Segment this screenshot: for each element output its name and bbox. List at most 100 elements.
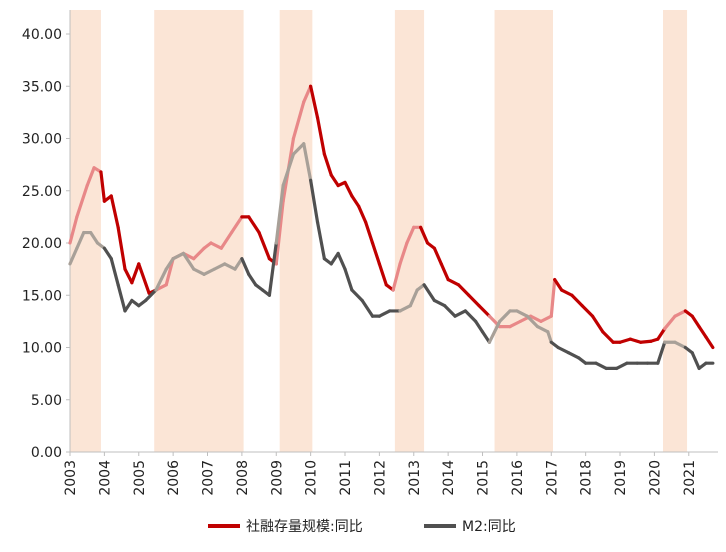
x-tick-label: 2017 [544, 460, 560, 496]
series-segment [456, 283, 471, 297]
series-segment [697, 325, 708, 339]
series-segment [309, 178, 320, 224]
series-segment [690, 314, 701, 329]
series-segment [391, 262, 402, 292]
x-tick-label: 2007 [201, 460, 217, 496]
x-tick-label: 2012 [372, 460, 388, 496]
y-tick-label: 15.00 [22, 288, 62, 304]
series-segment [570, 293, 584, 308]
series-segment [68, 215, 79, 245]
series-segment [453, 309, 467, 318]
series-segment [229, 215, 244, 235]
x-tick-label: 2009 [269, 460, 285, 496]
series-segment [233, 257, 244, 271]
y-tick-label: 0.00 [31, 445, 62, 461]
shaded-period-2 [279, 10, 313, 452]
series-segment [109, 194, 120, 229]
series-segment [116, 283, 127, 313]
series-segment [130, 262, 141, 285]
x-tick-label: 2010 [304, 460, 320, 496]
series-segment [474, 319, 485, 334]
series-segment [123, 267, 134, 285]
series-segment [302, 84, 313, 104]
series-segment [594, 361, 608, 370]
series-segment [590, 314, 605, 334]
y-tick-label: 10.00 [22, 341, 62, 357]
series-segment [439, 262, 450, 282]
series-segment [398, 241, 409, 266]
series-segment [559, 288, 574, 297]
series-segment [405, 225, 416, 245]
series-segment [422, 283, 436, 303]
series-segment [181, 251, 196, 271]
series-segment [89, 230, 100, 245]
shaded-period-5 [662, 10, 688, 452]
series-segment [370, 241, 381, 266]
series-segment [123, 298, 134, 313]
series-segment [539, 314, 553, 323]
series-segment [343, 267, 354, 292]
series-segment [487, 319, 502, 344]
y-tick-label: 35.00 [22, 79, 62, 95]
series-segment [515, 309, 529, 318]
shaded-period-4 [494, 10, 553, 452]
series-segment [408, 288, 419, 308]
shaded-periods [70, 10, 688, 452]
x-tick-label: 2003 [63, 460, 79, 496]
series-segment [247, 272, 258, 287]
series-segment [525, 314, 540, 329]
series-segment [477, 304, 491, 318]
series-segment [219, 230, 234, 250]
series-segment [357, 204, 368, 224]
series-segment [704, 335, 715, 350]
series-segment [553, 277, 564, 292]
series-segment [546, 330, 553, 344]
series-segment [109, 257, 120, 287]
series-segment [419, 225, 430, 245]
series-segment [154, 267, 168, 292]
series-segment [137, 262, 151, 295]
x-tick-label: 2015 [476, 460, 492, 496]
series-segment [267, 241, 278, 297]
x-tick-label: 2013 [407, 460, 423, 496]
series-segment [580, 304, 595, 318]
series-segment [116, 225, 127, 271]
series-segment [673, 340, 687, 350]
series-segment [240, 257, 251, 276]
series-segment [628, 337, 643, 344]
series-segment [281, 152, 296, 188]
series-segment [144, 288, 158, 303]
series-segment [223, 262, 237, 271]
series-segment [656, 340, 667, 365]
series-segment [315, 115, 326, 156]
series-segment [566, 351, 581, 360]
series-segment [329, 251, 340, 266]
legend-label: M2:同比 [462, 519, 516, 535]
series-segment [663, 314, 677, 331]
series-segment [639, 339, 653, 344]
series-segment [315, 220, 326, 261]
series-segment [463, 309, 478, 323]
axes: 0.00 5.00 10.00 15.00 20.00 25.00 30.00 35.00 40… [22, 10, 718, 496]
series-segment [322, 152, 333, 177]
series-segment [75, 183, 89, 219]
shaded-period-1 [154, 10, 244, 452]
y-tick-label: 20.00 [22, 236, 62, 252]
x-tick-label: 2018 [579, 460, 595, 496]
series-segment [508, 319, 522, 329]
series-segment [274, 199, 285, 266]
series-segment [377, 262, 388, 287]
series-segment [192, 267, 206, 276]
series-segment [556, 345, 571, 355]
x-tick-label: 2016 [510, 460, 526, 496]
series-segment [360, 298, 375, 318]
series-segment [350, 194, 361, 209]
series-segment [350, 288, 364, 303]
series-lines [68, 84, 715, 370]
series-segment [432, 298, 447, 308]
series-segment [336, 251, 347, 271]
series-segment [68, 246, 79, 266]
series-segment [446, 277, 461, 287]
x-tick-label: 2008 [235, 460, 251, 496]
